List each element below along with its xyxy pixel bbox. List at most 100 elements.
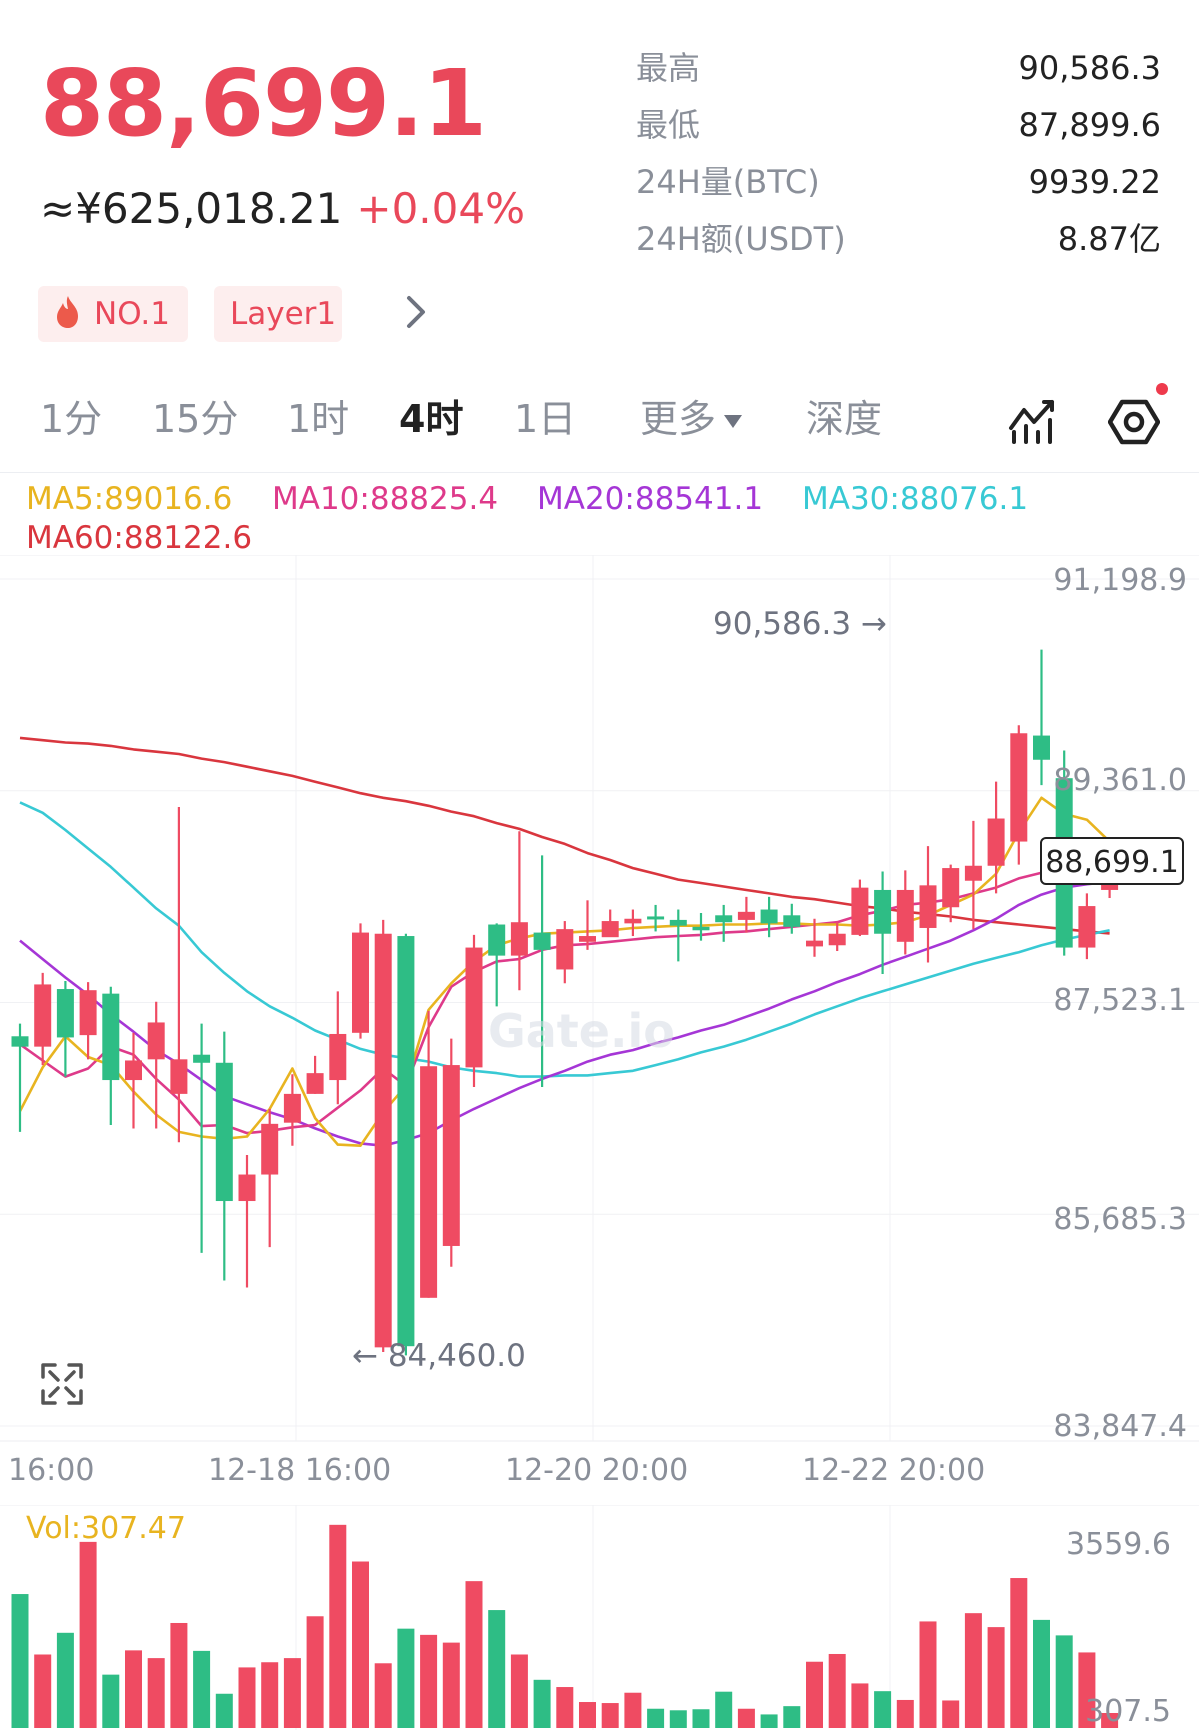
volume-bar[interactable] bbox=[1055, 1635, 1073, 1728]
volume-bar[interactable] bbox=[624, 1692, 642, 1728]
volume-bar[interactable] bbox=[420, 1634, 438, 1728]
volume-bar[interactable] bbox=[465, 1581, 483, 1728]
candle[interactable] bbox=[329, 991, 347, 1105]
volume-bar[interactable] bbox=[374, 1663, 392, 1728]
volume-bar[interactable] bbox=[34, 1654, 52, 1728]
volume-bar[interactable] bbox=[147, 1658, 165, 1728]
tab-depth[interactable]: 深度 bbox=[806, 397, 883, 441]
tab-15min[interactable]: 15分 bbox=[152, 397, 239, 441]
volume-bar[interactable] bbox=[283, 1658, 301, 1728]
volume-bar[interactable] bbox=[238, 1667, 256, 1728]
volume-bar[interactable] bbox=[987, 1627, 1005, 1728]
volume-bar[interactable] bbox=[79, 1541, 97, 1728]
candle[interactable] bbox=[556, 921, 574, 984]
expand-icon[interactable] bbox=[40, 1362, 84, 1406]
volume-bar[interactable] bbox=[533, 1679, 551, 1728]
volume-bar[interactable] bbox=[556, 1687, 574, 1728]
candle[interactable] bbox=[1010, 725, 1028, 865]
volume-bar[interactable] bbox=[352, 1561, 369, 1728]
volume-bar[interactable] bbox=[329, 1524, 347, 1728]
volume-bar[interactable] bbox=[510, 1654, 528, 1728]
candle[interactable] bbox=[215, 1031, 233, 1281]
volume-bar[interactable] bbox=[102, 1674, 120, 1728]
candle[interactable] bbox=[1078, 893, 1096, 960]
volume-bar[interactable] bbox=[579, 1702, 596, 1728]
candle[interactable] bbox=[874, 871, 892, 975]
candle[interactable] bbox=[283, 1074, 301, 1146]
candle[interactable] bbox=[942, 864, 960, 923]
candle[interactable] bbox=[783, 903, 801, 934]
volume-bar[interactable] bbox=[760, 1714, 778, 1728]
candle[interactable] bbox=[669, 909, 687, 962]
candle[interactable] bbox=[601, 909, 619, 938]
candle[interactable] bbox=[851, 879, 869, 937]
volume-bar[interactable] bbox=[806, 1661, 823, 1728]
candle[interactable] bbox=[374, 919, 392, 1352]
volume-bar[interactable] bbox=[56, 1632, 74, 1728]
volume-bar[interactable] bbox=[1010, 1578, 1028, 1728]
volume-bar[interactable] bbox=[215, 1693, 233, 1728]
candle[interactable] bbox=[193, 1023, 211, 1253]
volume-bar[interactable] bbox=[306, 1616, 324, 1728]
volume-bar[interactable] bbox=[737, 1708, 755, 1728]
candle[interactable] bbox=[125, 1032, 142, 1129]
candle[interactable] bbox=[488, 923, 506, 1007]
candle[interactable] bbox=[34, 972, 52, 1066]
volume-bar[interactable] bbox=[964, 1613, 982, 1728]
candle[interactable] bbox=[760, 896, 778, 938]
volume-bar[interactable] bbox=[488, 1610, 506, 1728]
candle[interactable] bbox=[692, 912, 710, 941]
volume-bar[interactable] bbox=[261, 1662, 279, 1728]
candle[interactable] bbox=[147, 1001, 165, 1129]
volume-bar[interactable] bbox=[874, 1691, 892, 1728]
chevron-right-icon[interactable] bbox=[403, 292, 429, 332]
tab-more[interactable]: 更多 bbox=[640, 400, 743, 438]
rank-tag[interactable]: NO.1 bbox=[38, 286, 188, 342]
candle[interactable] bbox=[420, 1010, 438, 1298]
tab-4hour[interactable]: 4时 bbox=[399, 397, 464, 441]
candle[interactable] bbox=[11, 1023, 29, 1132]
candle[interactable] bbox=[352, 923, 369, 1039]
volume-bar[interactable] bbox=[942, 1700, 960, 1728]
indicator-icon[interactable] bbox=[1008, 398, 1058, 444]
candle[interactable] bbox=[510, 831, 528, 991]
tab-1day[interactable]: 1日 bbox=[514, 397, 577, 441]
settings-hex-icon[interactable] bbox=[1108, 398, 1160, 446]
volume-bar[interactable] bbox=[442, 1642, 460, 1728]
candle[interactable] bbox=[238, 1154, 256, 1288]
candle[interactable] bbox=[579, 900, 596, 950]
volume-bar[interactable] bbox=[828, 1653, 846, 1728]
candle[interactable] bbox=[964, 820, 982, 930]
kline-chart[interactable] bbox=[0, 555, 1199, 1455]
volume-bar[interactable] bbox=[669, 1710, 687, 1728]
candle[interactable] bbox=[919, 846, 937, 963]
candle[interactable] bbox=[170, 806, 188, 1143]
candle[interactable] bbox=[261, 1108, 279, 1248]
candle[interactable] bbox=[987, 781, 1005, 894]
candle[interactable] bbox=[442, 1038, 460, 1267]
candle[interactable] bbox=[647, 904, 665, 932]
tab-1min[interactable]: 1分 bbox=[40, 397, 103, 441]
candle[interactable] bbox=[624, 909, 642, 937]
volume-bar[interactable] bbox=[193, 1650, 211, 1728]
candle[interactable] bbox=[306, 1055, 324, 1094]
candle[interactable] bbox=[533, 855, 551, 1087]
category-tag[interactable]: Layer1 bbox=[214, 286, 342, 342]
candle[interactable] bbox=[828, 922, 846, 952]
volume-bar[interactable] bbox=[715, 1691, 733, 1728]
candle[interactable] bbox=[737, 896, 755, 933]
volume-bar[interactable] bbox=[647, 1708, 665, 1728]
volume-bar[interactable] bbox=[1033, 1619, 1050, 1728]
volume-bar[interactable] bbox=[397, 1628, 415, 1728]
volume-bar[interactable] bbox=[783, 1706, 801, 1728]
candle[interactable] bbox=[896, 870, 914, 955]
volume-bar[interactable] bbox=[919, 1621, 937, 1728]
tab-1hour[interactable]: 1时 bbox=[287, 397, 350, 441]
volume-bar[interactable] bbox=[11, 1594, 29, 1728]
candle[interactable] bbox=[56, 980, 74, 1077]
candle[interactable] bbox=[465, 934, 483, 1087]
candle[interactable] bbox=[806, 918, 823, 957]
candle[interactable] bbox=[79, 982, 97, 1060]
volume-bar[interactable] bbox=[1101, 1713, 1119, 1728]
volume-bar[interactable] bbox=[692, 1709, 710, 1728]
